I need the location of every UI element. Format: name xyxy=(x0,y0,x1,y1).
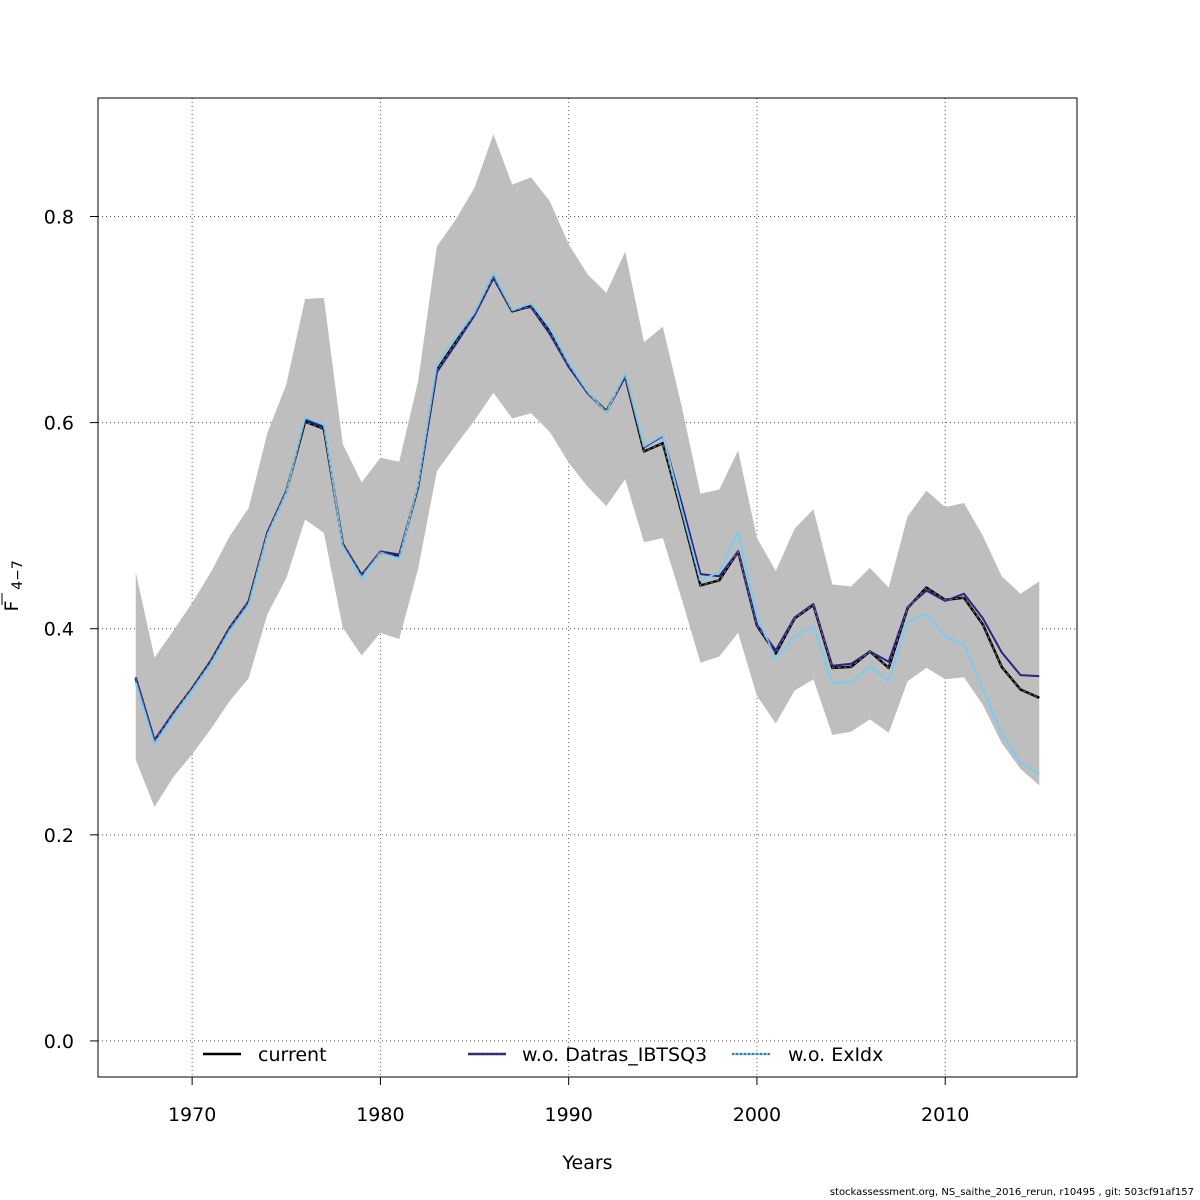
legend-label-2: w.o. ExIdx xyxy=(788,1044,883,1066)
legend-label-0: current xyxy=(258,1044,327,1066)
x-tick-label: 1990 xyxy=(544,1104,592,1126)
y-tick-label: 0.8 xyxy=(44,207,74,229)
y-axis-title: F 4−7 xyxy=(1,560,26,611)
legend-label-1: w.o. Datras_IBTSQ3 xyxy=(522,1044,707,1066)
confidence-band xyxy=(135,134,1040,808)
plot-frame xyxy=(97,97,1078,1078)
x-tick-label: 2000 xyxy=(733,1104,781,1126)
x-axis-title: Years xyxy=(561,1152,612,1174)
legend: current w.o. Datras_IBTSQ3 w.o. ExIdx xyxy=(203,1044,883,1066)
x-tick-label: 2010 xyxy=(921,1104,969,1126)
x-tick-label: 1970 xyxy=(168,1104,216,1126)
footer-credit: stockassessment.org, NS_saithe_2016_reru… xyxy=(829,1187,1194,1198)
y-axis-title-base: F xyxy=(1,601,23,612)
y-tick-label: 0.4 xyxy=(44,619,74,641)
y-tick-label: 0.2 xyxy=(44,825,74,847)
x-tick-label: 1980 xyxy=(356,1104,404,1126)
y-axis-title-subscript: 4−7 xyxy=(10,560,26,590)
y-axis: 0.0 0.2 0.4 0.6 0.8 xyxy=(44,207,98,1053)
series-lines xyxy=(134,272,1040,775)
x-axis: 1970 1980 1990 2000 2010 xyxy=(168,1077,969,1126)
series-line-0-dash xyxy=(135,276,1040,743)
y-tick-label: 0.0 xyxy=(44,1031,74,1053)
y-tick-label: 0.6 xyxy=(44,413,74,435)
